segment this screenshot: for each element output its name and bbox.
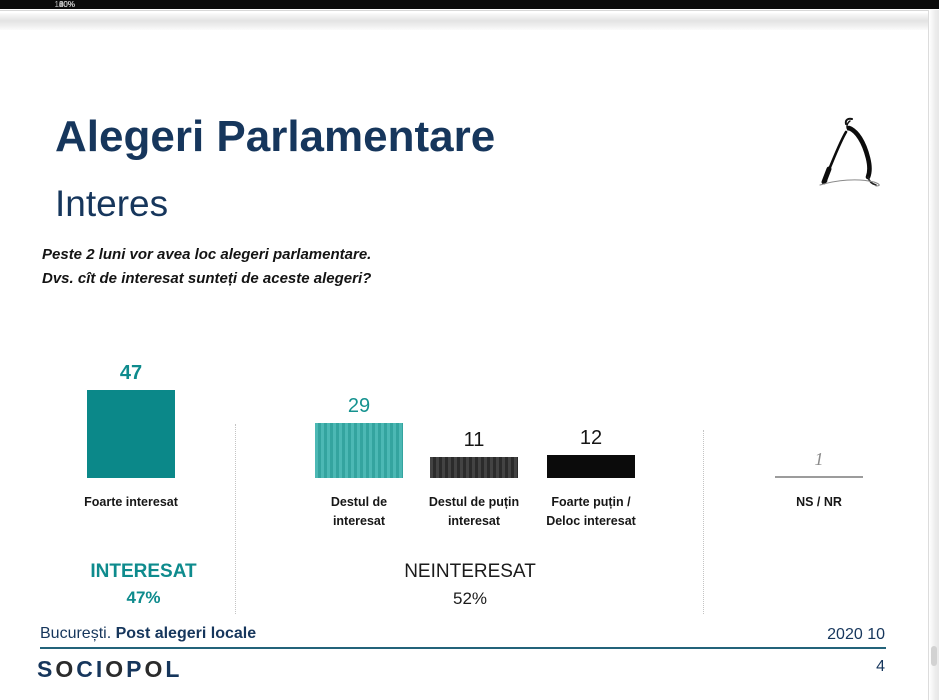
bar-value-label: 12 bbox=[579, 427, 603, 449]
toolbar-shadow-band bbox=[0, 13, 939, 30]
logo-letter-o-icon: O bbox=[144, 656, 166, 682]
y-tick-20: 20% bbox=[58, 0, 75, 9]
interesat-total-value: 47% bbox=[126, 588, 161, 607]
label-line: Deloc interesat bbox=[546, 514, 636, 528]
label-line: Foarte puțin / bbox=[551, 495, 631, 509]
bar-foarte-putin-deloc bbox=[547, 455, 635, 478]
label-line: interesat bbox=[332, 514, 386, 528]
top-black-bar bbox=[0, 0, 939, 9]
slide-subtitle: Interes bbox=[55, 183, 169, 224]
penguin-sketch-icon bbox=[819, 117, 880, 187]
label-line: NS / NR bbox=[796, 495, 842, 509]
survey-date: 2020 10 bbox=[827, 626, 885, 643]
logo-letter: P bbox=[126, 656, 145, 682]
bar-destul-de-interesat bbox=[315, 423, 403, 478]
page-right-edge bbox=[928, 10, 939, 700]
scrollbar-thumb[interactable] bbox=[931, 646, 937, 666]
survey-question-line2: Dvs. cît de interesat sunteți de aceste … bbox=[42, 270, 372, 287]
logo-letter: L bbox=[165, 656, 183, 682]
bar-ns-nr bbox=[775, 476, 863, 478]
bar-value-label: 29 bbox=[347, 395, 371, 417]
sociopol-logo: SOCIOPOL bbox=[37, 656, 182, 683]
bar-group-destul-de-putin-interesat: 11 bbox=[430, 429, 518, 478]
toolbar-divider-line bbox=[0, 10, 939, 11]
bar-value-label: 47 bbox=[119, 362, 143, 384]
page-number: 4 bbox=[876, 658, 885, 675]
bar-value-label: 1 bbox=[814, 449, 824, 469]
neinteresat-total-value: 52% bbox=[452, 589, 488, 608]
sample-caption-city: București. bbox=[40, 625, 116, 642]
survey-question-line1: Peste 2 luni vor avea loc alegeri parlam… bbox=[42, 246, 372, 263]
bar-destul-de-putin-interesat bbox=[430, 457, 518, 478]
label-line: Foarte interesat bbox=[84, 495, 178, 509]
category-label-foarte-putin-deloc: Foarte puțin / Deloc interesat bbox=[516, 493, 666, 531]
label-line: interesat bbox=[447, 514, 501, 528]
category-label-destul-de-putin: Destul de puțin interesat bbox=[399, 493, 549, 531]
y-tick-60: 60% bbox=[58, 0, 75, 9]
footer-divider-line bbox=[40, 647, 886, 649]
bar-group-ns-nr: 1 bbox=[775, 449, 863, 478]
logo-letter: S bbox=[37, 656, 56, 682]
category-label-destul-de-interesat: Destul de interesat bbox=[284, 493, 434, 531]
bar-foarte-interesat bbox=[87, 390, 175, 478]
label-line: Destul de puțin bbox=[428, 495, 520, 509]
logo-letter: I bbox=[95, 656, 106, 682]
interesat-total-label: INTERESAT bbox=[90, 561, 197, 582]
category-label-ns-nr: NS / NR bbox=[744, 493, 894, 512]
survey-question: Peste 2 luni vor avea loc alegeri parlam… bbox=[42, 243, 371, 291]
logo-letter: C bbox=[76, 656, 96, 682]
neinteresat-total-label: NEINTERESAT bbox=[404, 561, 536, 582]
dotted-divider-left bbox=[235, 424, 236, 614]
bar-value-label: 11 bbox=[463, 429, 485, 451]
sample-caption: București. Post alegeri locale bbox=[40, 625, 256, 643]
y-tick-80: 80% bbox=[58, 0, 75, 9]
slide-title: Alegeri Parlamentare bbox=[55, 112, 496, 161]
bar-group-foarte-interesat: 47 bbox=[87, 362, 175, 478]
bar-group-foarte-putin-deloc: 12 bbox=[547, 427, 635, 478]
logo-letter-o-icon: O bbox=[55, 656, 77, 682]
y-tick-40: 40% bbox=[58, 0, 75, 9]
dotted-divider-right bbox=[703, 430, 704, 614]
y-tick-0: 0% bbox=[63, 0, 75, 9]
label-line: Destul de bbox=[330, 495, 388, 509]
logo-letter-o-icon: O bbox=[105, 656, 127, 682]
category-label-foarte-interesat: Foarte interesat bbox=[56, 493, 206, 512]
bar-group-destul-de-interesat: 29 bbox=[315, 395, 403, 478]
y-tick-100: 100% bbox=[54, 0, 75, 9]
sample-caption-survey: Post alegeri locale bbox=[115, 625, 257, 642]
